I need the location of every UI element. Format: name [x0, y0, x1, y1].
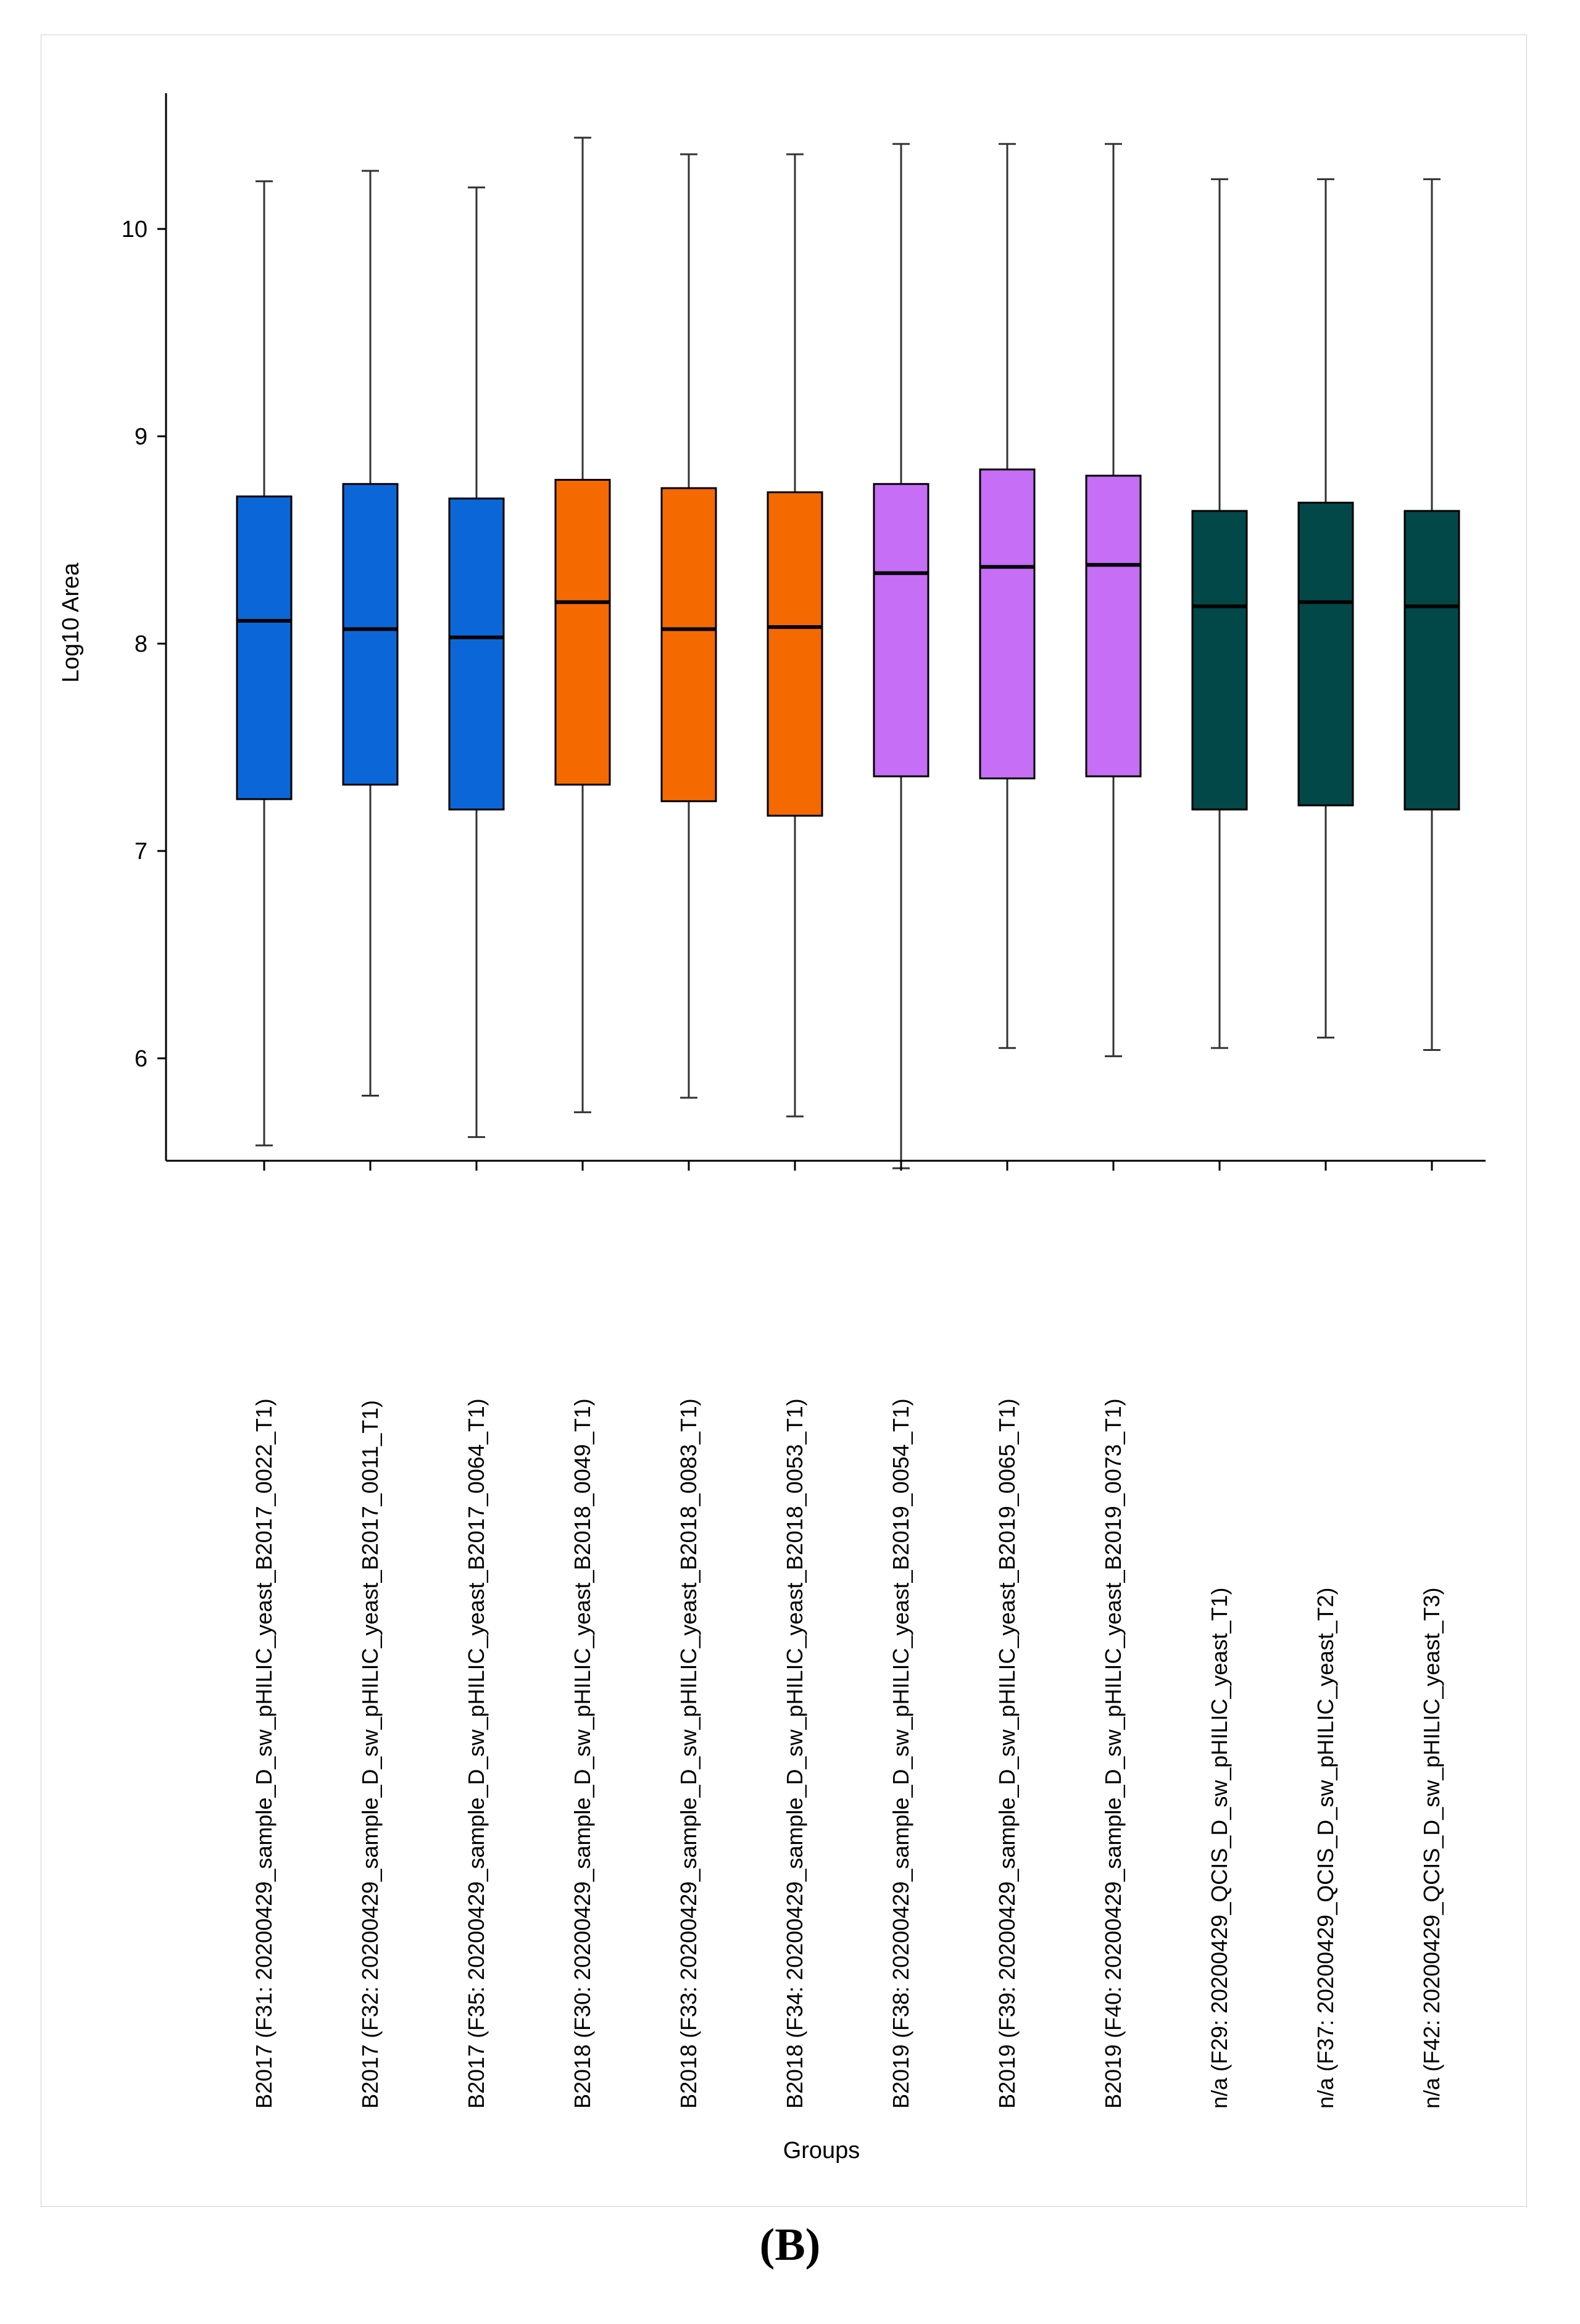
x-tick-label: B2019 (F39: 20200429_sample_D_sw_pHILIC_… [994, 1398, 1020, 2109]
box-iqr [342, 483, 399, 786]
x-tick-label: B2019 (F38: 20200429_sample_D_sw_pHILIC_… [888, 1398, 913, 2109]
box-iqr [448, 497, 505, 811]
x-tick-label: n/a (F42: 20200429_QCIS_D_sw_pHILIC_yeas… [1419, 1588, 1444, 2109]
box-iqr [236, 495, 293, 800]
x-tick-label: B2018 (F34: 20200429_sample_D_sw_pHILIC_… [782, 1398, 807, 2109]
x-tick-label: B2019 (F40: 20200429_sample_D_sw_pHILIC_… [1100, 1398, 1126, 2109]
x-tick-label: n/a (F37: 20200429_QCIS_D_sw_pHILIC_yeas… [1313, 1588, 1338, 2109]
x-axis-title: Groups [783, 2138, 860, 2164]
x-tick-label: B2017 (F35: 20200429_sample_D_sw_pHILIC_… [464, 1398, 489, 2109]
x-tick-label: B2017 (F32: 20200429_sample_D_sw_pHILIC_… [357, 1400, 383, 2109]
box-iqr [1085, 475, 1142, 778]
box-iqr [554, 479, 611, 786]
boxplot-chart: 6 7 8 9 10 B2017 (F31: 20200429_sample_D_sw_p… [58, 93, 1486, 2164]
y-tick-label: 8 [135, 631, 148, 657]
box-iqr [767, 491, 823, 817]
box-iqr [1403, 510, 1460, 811]
box-iqr [979, 468, 1036, 779]
y-tick-label: 9 [135, 424, 148, 450]
box-iqr [1191, 510, 1248, 811]
y-tick-label: 7 [135, 839, 148, 865]
box-iqr [1297, 502, 1354, 807]
y-tick-label: 6 [135, 1046, 148, 1072]
x-tick-label: B2018 (F30: 20200429_sample_D_sw_pHILIC_… [570, 1398, 595, 2109]
x-tick-label: n/a (F29: 20200429_QCIS_D_sw_pHILIC_yeas… [1207, 1588, 1232, 2109]
x-tick-label: B2017 (F31: 20200429_sample_D_sw_pHILIC_… [251, 1398, 276, 2109]
panel-label: (B) [759, 2220, 821, 2270]
box-iqr [660, 487, 717, 802]
chart-frame: 6 7 8 9 10 B2017 (F31: 20200429_sample_D_sw_p… [41, 35, 1527, 2207]
y-axis-title: Log10 Area [58, 562, 84, 683]
x-tick-label: B2018 (F33: 20200429_sample_D_sw_pHILIC_… [676, 1398, 701, 2109]
box-iqr [873, 483, 929, 778]
y-tick-label: 10 [122, 217, 148, 243]
